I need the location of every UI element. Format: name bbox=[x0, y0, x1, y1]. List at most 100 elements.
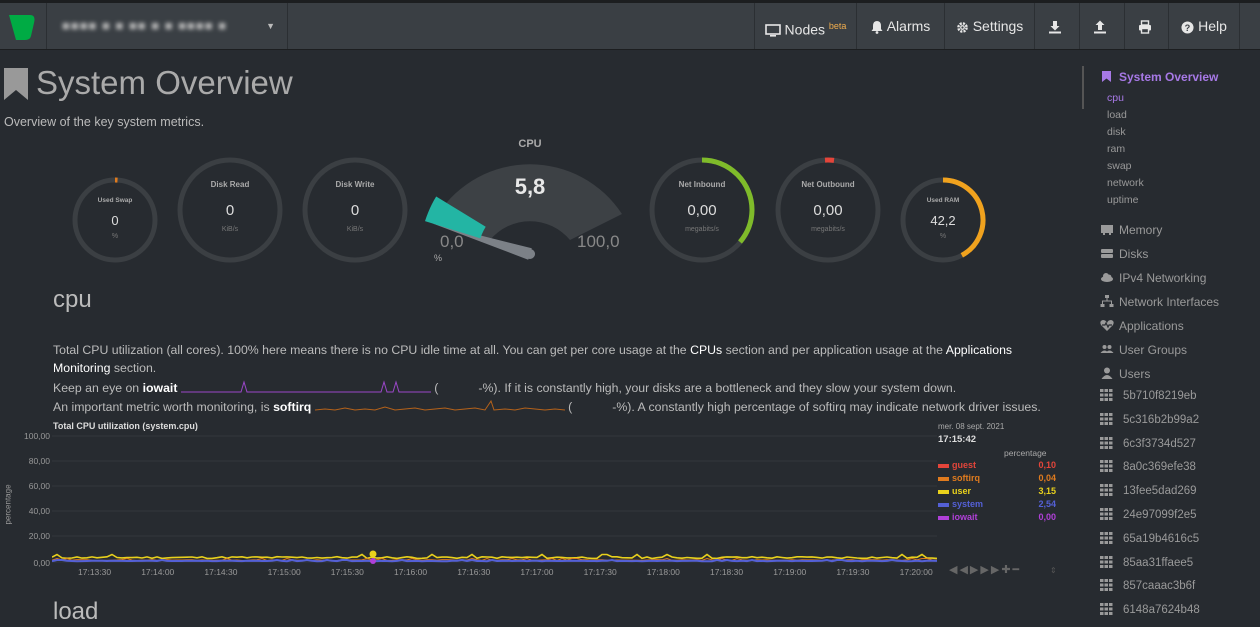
disk-write-gauge[interactable]: Disk Write 0 KiB/s bbox=[301, 156, 409, 264]
sidebar-subitem-network[interactable]: network bbox=[1107, 177, 1144, 189]
container-id-label: 13fee5dad269 bbox=[1123, 485, 1197, 498]
sidebar-subitem-cpu[interactable]: cpu bbox=[1107, 92, 1124, 104]
sidebar-item-disks[interactable]: Disks bbox=[1100, 246, 1148, 263]
container-id-label: 24e97099f2e5 bbox=[1123, 509, 1197, 521]
legend-name: guest bbox=[952, 460, 977, 470]
sidebar-container-item[interactable]: 24e97099f2e5 bbox=[1100, 508, 1197, 523]
disk-read-unit: KiB/s bbox=[221, 226, 239, 233]
legend-name: system bbox=[952, 499, 984, 509]
sidebar-item-network-interfaces[interactable]: Network Interfaces bbox=[1100, 294, 1219, 311]
softirq-sparkline bbox=[314, 399, 565, 411]
y-tick-label: 0,00 bbox=[33, 558, 50, 568]
swap-ring bbox=[72, 177, 158, 263]
cpu-value-fill bbox=[425, 196, 486, 239]
net-inbound-value: 0,00 bbox=[687, 202, 717, 219]
sidebar-container-item[interactable]: 85aa31ffaee5 bbox=[1100, 555, 1194, 571]
upload-button[interactable] bbox=[1079, 3, 1124, 49]
forward-icon[interactable]: ▶▶ bbox=[980, 564, 1002, 576]
applications-link[interactable]: Applications bbox=[945, 343, 1013, 357]
sidebar-container-item[interactable]: 65a19b4616c5 bbox=[1100, 531, 1199, 547]
x-tick-label: 17:14:30 bbox=[204, 567, 238, 577]
net-inbound-gauge[interactable]: Net Inbound 0,00 megabits/s bbox=[648, 156, 756, 264]
legend-name: user bbox=[952, 486, 972, 496]
settings-button[interactable]: Settings bbox=[944, 3, 1034, 49]
download-icon bbox=[1049, 21, 1061, 34]
monitoring-link[interactable]: Monitoring bbox=[53, 361, 111, 375]
cpu-description: Total CPU utilization (all cores). 100% … bbox=[53, 341, 1063, 377]
cpu-unit: % bbox=[434, 253, 443, 263]
softirq-text-2: -%). A constantly high percentage of sof… bbox=[612, 400, 1041, 414]
cpu-chart-plot[interactable] bbox=[52, 430, 937, 566]
sidebar-container-item[interactable]: 5c316b2b99a2 bbox=[1100, 412, 1199, 428]
sidebar-container-item[interactable]: 13fee5dad269 bbox=[1100, 484, 1197, 499]
nodes-button[interactable]: Nodes beta bbox=[754, 3, 856, 49]
ram-unit: % bbox=[939, 233, 947, 240]
resize-handle-icon[interactable]: ⇕ bbox=[1050, 566, 1057, 575]
sidebar-item-memory[interactable]: Memory bbox=[1100, 222, 1162, 239]
net-inbound-ring bbox=[649, 157, 755, 263]
netdata-logo[interactable] bbox=[0, 3, 46, 49]
alarms-button[interactable]: Alarms bbox=[856, 3, 944, 49]
sidebar-container-item[interactable]: 857caaac3b6f bbox=[1100, 579, 1195, 594]
used-ram-gauge[interactable]: Used RAM 42,2 % bbox=[900, 177, 986, 263]
hostname-text: ■■■■ ■ ■ ■■ ■ ■ ■■■■ ■ bbox=[62, 18, 228, 33]
legend-swatch bbox=[938, 516, 949, 520]
legend-item-guest[interactable]: guest 0,10 bbox=[938, 460, 1056, 472]
legend-item-system[interactable]: system 2,54 bbox=[938, 499, 1056, 511]
sidebar-item-system-overview[interactable]: System Overview bbox=[1119, 70, 1219, 84]
legend-item-iowait[interactable]: iowait 0,00 bbox=[938, 512, 1056, 524]
softirq-line: An important metric worth monitoring, is… bbox=[53, 398, 1073, 416]
ram-value: 42,2 bbox=[930, 213, 956, 228]
net-outbound-gauge[interactable]: Net Outbound 0,00 megabits/s bbox=[774, 156, 882, 264]
legend-swatch bbox=[938, 490, 949, 494]
used-swap-gauge[interactable]: Used Swap 0 % bbox=[72, 177, 158, 263]
sidebar-subitem-disk[interactable]: disk bbox=[1107, 126, 1126, 138]
sidebar-container-item[interactable]: 8a0c369efe38 bbox=[1100, 460, 1196, 475]
download-button[interactable] bbox=[1034, 3, 1079, 49]
sidebar-item-ipv4-networking[interactable]: IPv4 Networking bbox=[1100, 270, 1206, 287]
rewind-icon[interactable]: ◀◀ bbox=[949, 564, 970, 576]
sidebar-item-applications[interactable]: Applications bbox=[1100, 318, 1184, 335]
sidebar-subitem-load[interactable]: load bbox=[1107, 109, 1127, 121]
help-button[interactable]: ? Help bbox=[1168, 3, 1240, 49]
print-button[interactable] bbox=[1124, 3, 1168, 49]
sidebar-subitem-ram[interactable]: ram bbox=[1107, 143, 1126, 155]
swap-value: 0 bbox=[111, 213, 119, 228]
zoom-out-icon[interactable]: ━ bbox=[1012, 564, 1022, 576]
sidebar-bookmark-icon bbox=[1102, 71, 1111, 82]
sidebar-active-indicator bbox=[1082, 66, 1084, 109]
legend-value: 2,54 bbox=[1038, 499, 1056, 509]
zoom-in-icon[interactable]: ✚ bbox=[1001, 564, 1013, 576]
sidebar-container-item[interactable]: 6c3f3734d527 bbox=[1100, 436, 1196, 452]
y-tick-label: 100,00 bbox=[24, 431, 50, 441]
hostname-dropdown[interactable]: ■■■■ ■ ■ ■■ ■ ■ ■■■■ ■ ▼ bbox=[46, 3, 288, 49]
user-spike bbox=[369, 550, 377, 558]
sidebar-item-users[interactable]: Users bbox=[1100, 366, 1150, 383]
sidebar-item-user-groups[interactable]: User Groups bbox=[1100, 342, 1187, 359]
iowait-text-2: -%). If it is constantly high, your disk… bbox=[478, 381, 957, 395]
container-id-label: 85aa31ffaee5 bbox=[1123, 556, 1194, 569]
play-icon[interactable]: ▶ bbox=[969, 564, 981, 576]
legend-name: softirq bbox=[952, 473, 980, 483]
cpu-min: 0,0 bbox=[440, 232, 464, 251]
sidebar-item-label: User Groups bbox=[1119, 343, 1188, 357]
sidebar-subitem-uptime[interactable]: uptime bbox=[1107, 194, 1139, 206]
chart-unit-header: percentage bbox=[1004, 448, 1047, 458]
settings-label: Settings bbox=[972, 18, 1024, 34]
upload-icon bbox=[1094, 20, 1106, 34]
disk-read-gauge[interactable]: Disk Read 0 KiB/s bbox=[176, 156, 284, 264]
grid-icon bbox=[1100, 460, 1113, 475]
cpu-gauge[interactable]: CPU 5,8 0,0 100,0 % bbox=[420, 136, 640, 266]
grid-icon bbox=[1100, 531, 1113, 547]
legend-item-softirq[interactable]: softirq 0,04 bbox=[938, 473, 1056, 485]
cpus-link[interactable]: CPUs bbox=[690, 343, 723, 357]
ram-label: Used RAM bbox=[926, 197, 960, 204]
disk-read-value: 0 bbox=[225, 202, 235, 219]
sidebar-container-item[interactable]: 5b710f8219eb bbox=[1100, 389, 1197, 404]
disk-read-label: Disk Read bbox=[210, 180, 250, 189]
grid-icon bbox=[1100, 484, 1113, 499]
legend-value: 0,10 bbox=[1038, 460, 1056, 470]
legend-item-user[interactable]: user 3,15 bbox=[938, 486, 1056, 498]
sidebar-subitem-swap[interactable]: swap bbox=[1107, 160, 1132, 172]
sidebar-container-item[interactable]: 6148a7624b48 bbox=[1100, 603, 1200, 618]
